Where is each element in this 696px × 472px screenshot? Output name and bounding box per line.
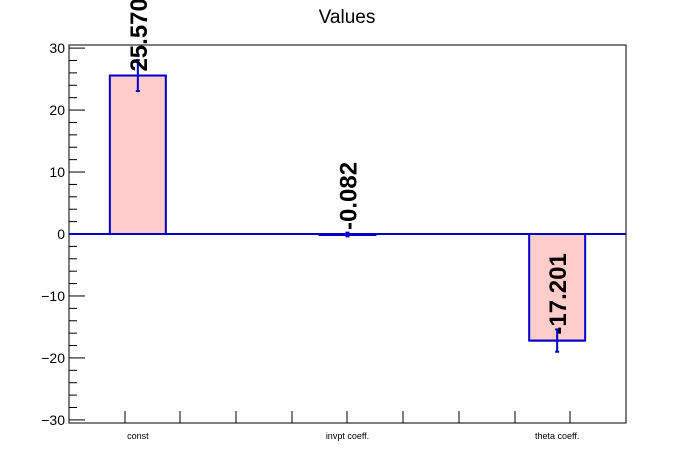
value-label: -0.082: [336, 162, 363, 230]
y-tick-label: 20: [49, 102, 65, 118]
x-tick-label: const: [127, 431, 149, 441]
y-tick-label: −10: [41, 288, 65, 304]
y-tick-label: −30: [41, 412, 65, 428]
y-tick-label: 10: [49, 164, 65, 180]
x-tick-label: invpt coeff.: [326, 431, 369, 441]
y-tick-label: 30: [49, 40, 65, 56]
value-label: -17.201: [545, 253, 572, 334]
x-tick-label: theta coeff.: [535, 431, 579, 441]
bar: [528, 233, 587, 342]
y-tick-label: −20: [41, 350, 65, 366]
y-tick-label: 0: [57, 226, 65, 242]
y-axis: 30 20 10 0 −10 −20 −30: [41, 40, 85, 428]
value-labels: 25.570 -0.082 -17.201: [126, 0, 572, 335]
bar: [108, 74, 167, 235]
chart-title: Values: [319, 7, 376, 28]
bars: [69, 59, 626, 353]
value-label: 25.570: [126, 0, 153, 72]
x-axis: const invpt coeff. theta coeff.: [124, 411, 579, 441]
